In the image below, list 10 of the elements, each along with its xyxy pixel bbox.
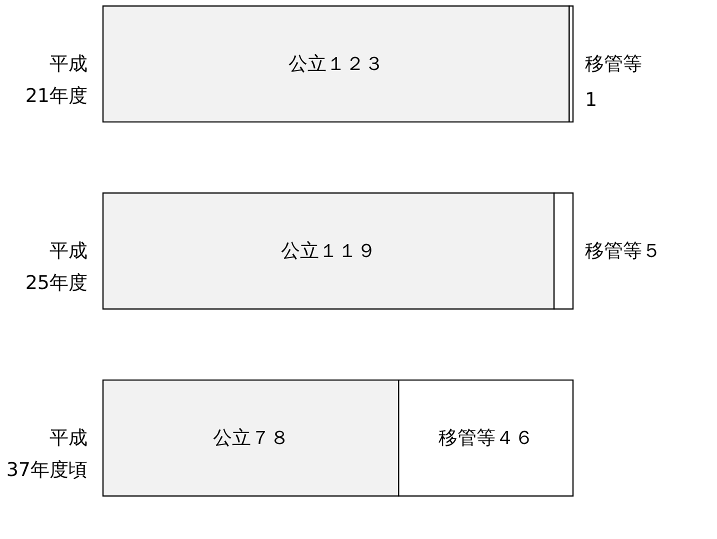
bar (102, 5, 570, 123)
data-label: 公立１２３ (288, 52, 384, 75)
data-label: 移管等５ (585, 240, 661, 262)
y-tick-label: 平成 37年度頃 (6, 427, 88, 482)
data-label: 公立７８ (212, 427, 289, 450)
y-tick-label: 平成 21年度 (25, 52, 88, 107)
y-tick-label: 平成 25年度 (25, 240, 88, 294)
data-label: 移管等４６ (438, 427, 534, 450)
data-label: 公立１１９ (281, 240, 376, 262)
data-label: 移管等 1 (585, 52, 642, 111)
